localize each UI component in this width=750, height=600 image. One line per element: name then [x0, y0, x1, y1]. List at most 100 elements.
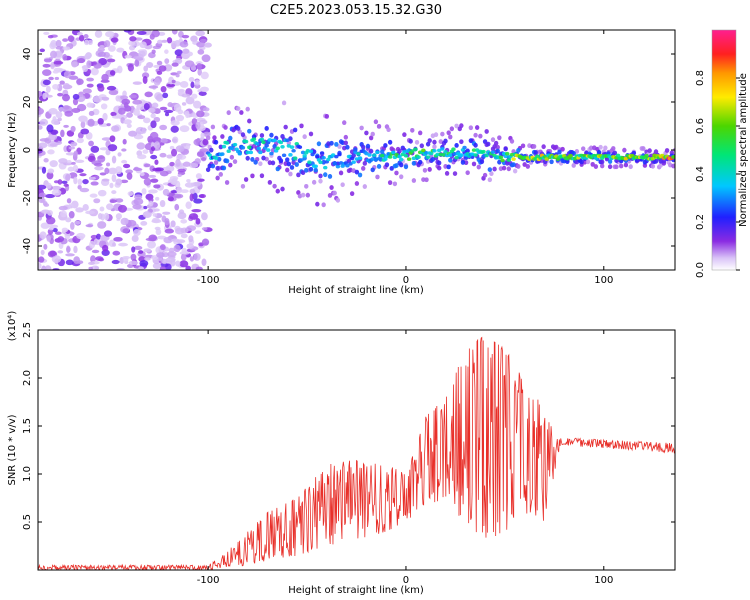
heatmap-cell	[411, 178, 417, 183]
heatmap-cell	[289, 165, 295, 170]
heatmap-cell	[46, 124, 54, 133]
colorbar-tick-label: 0.2	[695, 214, 706, 230]
heatmap-cell	[173, 103, 182, 112]
heatmap-cell	[124, 105, 132, 112]
heatmap-cell	[201, 227, 208, 231]
heatmap-cell	[121, 148, 127, 152]
heatmap-cell	[40, 209, 51, 214]
y-tick-label: 1.0	[22, 466, 33, 482]
heatmap-cell	[142, 149, 149, 154]
heatmap-cell	[129, 36, 137, 42]
heatmap-cell	[163, 109, 174, 114]
heatmap-cell	[197, 49, 205, 55]
heatmap-cell	[50, 39, 57, 48]
heatmap-cell	[370, 167, 375, 173]
heatmap-cell	[258, 150, 263, 155]
heatmap-cell	[156, 60, 163, 66]
heatmap-cell	[152, 217, 160, 223]
heatmap-cell	[106, 203, 114, 210]
y-tick-label: 0.5	[22, 514, 33, 530]
snr-scale-label: (x10⁴)	[7, 311, 18, 342]
heatmap-cell	[106, 123, 111, 127]
heatmap-cell	[406, 157, 412, 161]
heatmap-cell	[118, 242, 128, 247]
heatmap-cell	[245, 155, 250, 161]
heatmap-cell	[327, 193, 333, 198]
heatmap-cell	[65, 259, 74, 266]
heatmap-cell	[52, 228, 58, 233]
heatmap-cell	[110, 111, 117, 117]
y-tick-label: 1.5	[22, 418, 33, 434]
heatmap-cell	[145, 237, 155, 242]
heatmap-cell	[171, 62, 179, 67]
heatmap-cell	[240, 145, 246, 150]
heatmap-cell	[315, 155, 320, 159]
heatmap-cell	[62, 105, 70, 110]
heatmap-cell	[296, 172, 301, 178]
heatmap-cell	[300, 192, 306, 198]
heatmap-cell	[259, 137, 265, 142]
heatmap-cell	[354, 169, 360, 175]
heatmap-cell	[451, 147, 456, 152]
heatmap-cell	[109, 135, 116, 143]
heatmap-cell	[321, 156, 326, 160]
heatmap-cell	[364, 130, 369, 136]
heatmap-cell	[59, 80, 65, 85]
heatmap-cell	[240, 132, 246, 138]
heatmap-cell	[55, 46, 63, 50]
snr-xlabel: Height of straight line (km)	[288, 585, 424, 596]
heatmap-cell	[210, 124, 216, 130]
snr-panel: -100 0 100 0.5 1.0 1.5 2.0 2.5 Height of straig…	[7, 311, 676, 596]
heatmap-cell	[198, 91, 207, 96]
heatmap-cell	[74, 220, 81, 225]
heatmap-cell	[105, 31, 115, 38]
heatmap-cell	[66, 160, 72, 164]
heatmap-cell	[167, 196, 174, 202]
heatmap-cell	[297, 145, 303, 149]
heatmap-cell	[121, 98, 131, 105]
heatmap-cell	[86, 60, 92, 69]
heatmap-cell	[62, 54, 68, 61]
heatmap-cell	[370, 157, 375, 161]
heatmap-cell	[181, 93, 191, 98]
heatmap-cell	[239, 110, 244, 115]
heatmap-cell	[154, 226, 161, 231]
heatmap-cell	[177, 211, 187, 220]
heatmap-cell	[476, 164, 481, 170]
heatmap-cell	[228, 135, 233, 141]
heatmap-cell	[99, 172, 107, 176]
x-tick-label: 0	[403, 275, 409, 286]
heatmap-cell	[294, 162, 299, 167]
heatmap-cell	[337, 152, 342, 157]
heatmap-cell	[357, 156, 363, 160]
heatmap-cell	[139, 172, 145, 177]
heatmap-cell	[111, 125, 120, 132]
heatmap-cell	[143, 248, 152, 253]
heatmap-cell	[486, 141, 491, 147]
heatmap-cell	[138, 266, 144, 270]
heatmap-cell	[310, 152, 315, 157]
heatmap-cell	[43, 58, 53, 63]
heatmap-cell	[46, 171, 54, 180]
heatmap-cell	[264, 143, 269, 148]
heatmap-cell	[89, 240, 96, 249]
heatmap-cell	[302, 134, 307, 140]
heatmap-cell	[159, 152, 167, 158]
heatmap-cell	[373, 119, 379, 125]
heatmap-cell	[151, 49, 156, 54]
heatmap-cell	[196, 151, 205, 158]
heatmap-cell	[329, 140, 334, 146]
heatmap-cell	[311, 179, 317, 185]
heatmap-cell	[383, 157, 388, 161]
heatmap-cell	[107, 144, 118, 152]
heatmap-cell	[38, 142, 48, 149]
heatmap-cell	[535, 154, 540, 159]
heatmap-cell	[410, 149, 415, 153]
heatmap-cell	[283, 124, 288, 130]
heatmap-cell	[251, 137, 257, 141]
heatmap-cell	[51, 185, 62, 191]
heatmap-cell	[167, 102, 173, 108]
heatmap-cell	[58, 205, 68, 211]
heatmap-cell	[140, 220, 148, 226]
heatmap-cell	[313, 167, 318, 173]
